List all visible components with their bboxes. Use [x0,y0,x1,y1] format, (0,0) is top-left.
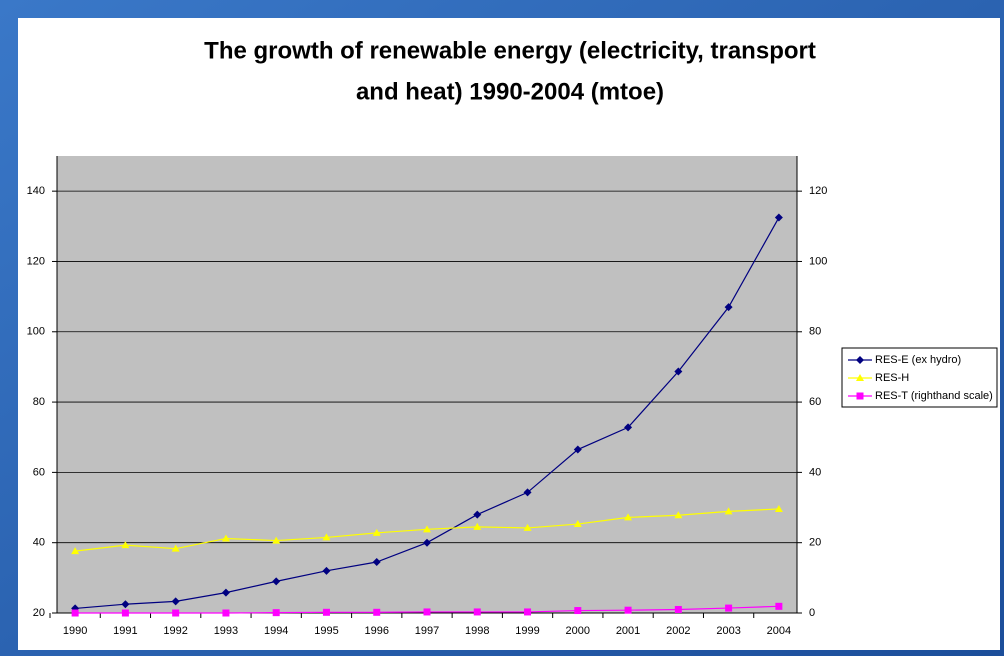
x-tick-label: 1995 [314,625,338,637]
y2-tick-label: 120 [809,185,827,197]
data-point [71,609,79,617]
y-tick-label: 60 [33,466,45,478]
y-tick-label: 80 [33,396,45,408]
data-point [272,536,281,544]
x-tick-label: 1997 [415,625,439,637]
x-tick-label: 1998 [465,625,489,637]
data-point [171,544,180,552]
data-point [423,525,431,533]
data-point [774,213,783,222]
y-tick-label: 20 [33,607,45,619]
y-tick-label: 40 [33,537,45,549]
data-point [372,558,381,567]
data-point [222,609,230,617]
y-tick-label: 120 [27,255,45,267]
x-tick-label: 1991 [113,625,137,637]
data-point [724,303,733,312]
data-point [774,504,783,512]
data-point [322,608,330,616]
data-point [121,541,130,549]
data-point [674,605,682,613]
x-tick-label: 2003 [716,625,740,637]
data-point [573,445,582,454]
legend-label: RES-E (ex hydro) [875,354,961,366]
data-point [624,423,633,432]
data-point [624,513,633,521]
x-tick-label: 2001 [616,625,640,637]
legend-marker [856,374,864,381]
data-point [322,566,331,575]
x-tick-label: 1994 [264,625,288,637]
data-point [372,528,381,536]
data-point [121,600,130,609]
data-point [221,534,230,542]
chart-title: and heat) 1990-2004 (mtoe) [356,78,664,105]
data-point [724,507,733,515]
data-point [71,547,80,555]
legend-label: RES-H [875,372,909,384]
legend-label: RES-T (righthand scale) [875,390,993,402]
x-tick-label: 2000 [566,625,590,637]
data-point [221,588,230,597]
x-tick-label: 1993 [214,625,238,637]
data-point [373,608,381,616]
legend-marker [856,392,864,400]
chart-title: The growth of renewable energy (electric… [204,37,816,64]
data-point [674,367,683,376]
x-tick-label: 1999 [515,625,539,637]
data-point [473,510,482,519]
legend-marker [856,356,864,364]
data-point [775,602,783,610]
data-point [523,523,532,531]
x-tick-label: 2004 [767,625,791,637]
y-tick-label: 100 [27,326,45,338]
data-point [322,533,331,541]
y2-tick-label: 0 [809,607,815,619]
y2-tick-label: 100 [809,255,827,267]
data-point [172,609,180,617]
y2-tick-label: 40 [809,466,821,478]
data-point [523,488,532,497]
data-point [473,608,481,616]
data-point [624,606,632,614]
data-point [674,511,683,519]
x-tick-label: 1992 [163,625,187,637]
data-point [524,608,532,616]
data-point [573,520,582,528]
data-point [272,577,281,586]
plot-area [57,156,797,613]
y2-tick-label: 60 [809,396,821,408]
data-point [473,522,482,530]
data-point [725,604,733,612]
x-tick-label: 2002 [666,625,690,637]
y2-tick-label: 80 [809,326,821,338]
x-tick-label: 1996 [364,625,388,637]
x-tick-label: 1990 [63,625,87,637]
data-point [423,608,431,616]
y2-tick-label: 20 [809,537,821,549]
data-point [423,538,431,547]
data-point [574,607,582,615]
data-point [272,609,280,617]
y-tick-label: 140 [27,185,45,197]
data-point [171,597,180,606]
data-point [121,609,129,617]
